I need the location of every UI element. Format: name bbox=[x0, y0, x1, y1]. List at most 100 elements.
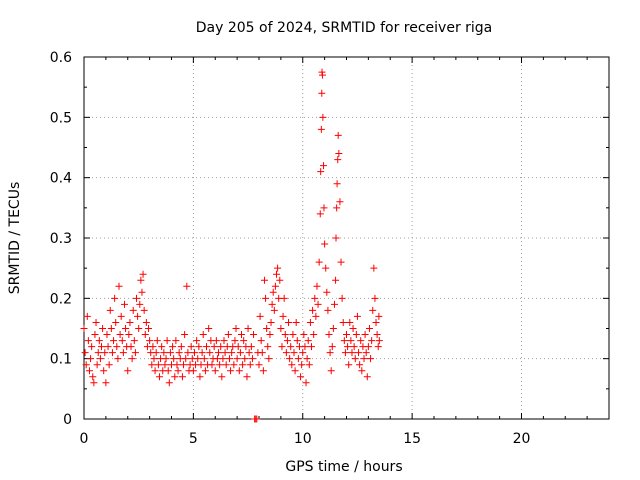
data-point bbox=[120, 300, 128, 308]
data-point bbox=[171, 373, 179, 381]
data-point bbox=[88, 343, 96, 351]
data-point bbox=[288, 361, 296, 369]
data-point bbox=[312, 312, 320, 320]
data-point bbox=[311, 294, 319, 302]
data-point bbox=[350, 343, 358, 351]
data-point bbox=[82, 361, 90, 369]
data-point bbox=[150, 355, 158, 363]
data-point bbox=[317, 125, 325, 133]
data-point bbox=[285, 318, 293, 326]
data-point bbox=[137, 276, 145, 284]
data-point bbox=[94, 349, 102, 357]
data-point bbox=[286, 355, 294, 363]
data-point bbox=[274, 264, 282, 272]
data-point bbox=[325, 331, 333, 339]
data-point bbox=[253, 415, 261, 423]
chart-title: Day 205 of 2024, SRMTID for receiver rig… bbox=[196, 20, 493, 36]
data-point bbox=[281, 331, 289, 339]
data-point bbox=[146, 337, 154, 345]
data-point bbox=[239, 361, 247, 369]
grid bbox=[84, 57, 609, 419]
data-point bbox=[283, 337, 291, 345]
data-point bbox=[345, 361, 353, 369]
data-point bbox=[178, 373, 186, 381]
y-tick-label: 0.5 bbox=[50, 110, 72, 126]
data-point bbox=[139, 270, 147, 278]
data-point bbox=[360, 355, 368, 363]
data-point bbox=[346, 318, 354, 326]
data-point bbox=[361, 331, 369, 339]
data-point bbox=[317, 168, 325, 176]
data-point bbox=[193, 337, 201, 345]
data-point bbox=[187, 343, 195, 351]
data-point bbox=[183, 282, 191, 290]
data-point bbox=[83, 312, 91, 320]
data-point bbox=[315, 258, 323, 266]
data-point bbox=[250, 331, 258, 339]
data-point bbox=[263, 325, 271, 332]
data-point bbox=[189, 367, 197, 375]
data-point bbox=[227, 367, 235, 375]
data-point bbox=[323, 288, 331, 296]
data-point bbox=[305, 361, 313, 369]
data-point bbox=[368, 337, 376, 345]
data-point bbox=[182, 355, 190, 363]
data-point bbox=[163, 337, 171, 345]
data-point bbox=[205, 325, 213, 332]
data-point bbox=[93, 361, 101, 369]
data-point bbox=[118, 337, 126, 345]
data-point bbox=[304, 337, 312, 345]
data-point bbox=[208, 361, 216, 369]
data-point bbox=[212, 337, 220, 345]
data-point bbox=[145, 325, 153, 332]
data-point bbox=[333, 204, 341, 212]
data-point bbox=[161, 361, 169, 369]
data-point bbox=[334, 131, 342, 139]
data-point bbox=[206, 349, 214, 357]
data-point bbox=[306, 318, 314, 326]
data-point bbox=[211, 367, 219, 375]
data-point bbox=[310, 331, 318, 339]
data-point bbox=[341, 349, 349, 357]
data-point bbox=[375, 312, 383, 320]
data-point bbox=[110, 337, 118, 345]
data-point bbox=[125, 331, 133, 339]
data-point bbox=[108, 349, 116, 357]
y-tick-label: 0 bbox=[63, 412, 72, 428]
data-point bbox=[197, 361, 205, 369]
data-point bbox=[243, 373, 251, 381]
data-point bbox=[335, 150, 343, 158]
data-point bbox=[327, 367, 335, 375]
data-point bbox=[291, 367, 299, 375]
data-point bbox=[369, 306, 377, 314]
data-point bbox=[337, 258, 345, 266]
data-point bbox=[89, 373, 97, 381]
data-point bbox=[320, 204, 328, 212]
data-point bbox=[231, 337, 239, 345]
data-point bbox=[217, 343, 225, 351]
data-point bbox=[99, 325, 107, 332]
data-point bbox=[301, 343, 309, 351]
data-point bbox=[148, 361, 156, 369]
data-point bbox=[244, 325, 252, 332]
data-point bbox=[298, 361, 306, 369]
data-point bbox=[240, 337, 248, 345]
data-point bbox=[324, 306, 332, 314]
data-point bbox=[174, 367, 182, 375]
data-point bbox=[101, 349, 109, 357]
data-point bbox=[273, 270, 280, 278]
data-point bbox=[95, 337, 103, 345]
data-point bbox=[289, 331, 297, 339]
data-point bbox=[102, 379, 110, 387]
x-tick-label: 5 bbox=[189, 431, 198, 447]
data-point bbox=[135, 325, 143, 332]
data-point bbox=[81, 349, 89, 357]
data-point bbox=[316, 210, 324, 218]
data-point bbox=[151, 367, 159, 375]
data-point bbox=[218, 373, 226, 381]
data-point bbox=[247, 343, 255, 351]
data-point bbox=[134, 312, 142, 320]
data-point bbox=[260, 276, 268, 284]
data-point bbox=[238, 331, 245, 339]
data-point bbox=[303, 355, 311, 363]
